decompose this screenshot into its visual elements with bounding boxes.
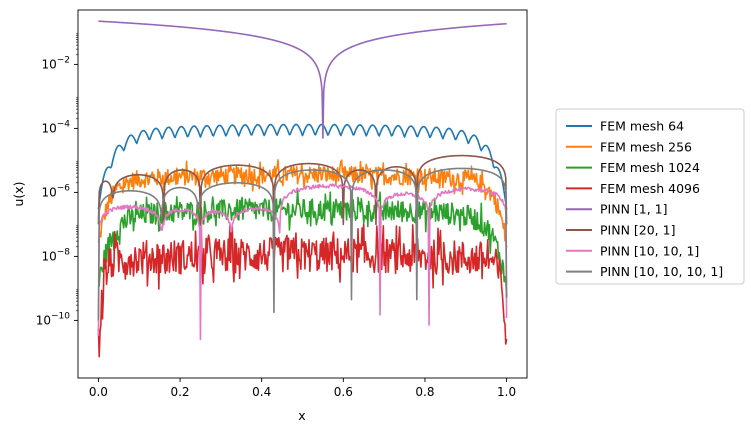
y-tick-label: 10−10 bbox=[36, 311, 71, 327]
series-line bbox=[97, 154, 508, 226]
series-line bbox=[97, 223, 508, 358]
legend-label: FEM mesh 256 bbox=[600, 139, 692, 154]
x-tick-label: 0.8 bbox=[415, 385, 434, 399]
y-tick-label: 10−4 bbox=[41, 119, 70, 135]
legend: FEM mesh 64 FEM mesh 256 FEM mesh 1024 FEM … bbox=[555, 108, 745, 285]
series-line bbox=[97, 159, 508, 248]
series-line bbox=[97, 123, 508, 210]
legend-label: PINN [10, 10, 1] bbox=[600, 243, 699, 258]
y-tick-label: 10−2 bbox=[41, 55, 70, 71]
plot-frame bbox=[77, 9, 528, 379]
legend-frame bbox=[555, 108, 745, 285]
legend-label: FEM mesh 1024 bbox=[600, 160, 700, 175]
legend-label: FEM mesh 4096 bbox=[600, 181, 700, 196]
x-axis: 0.0 0.2 0.4 0.6 0.8 1.0 bbox=[89, 378, 516, 399]
series-line bbox=[98, 20, 507, 139]
series-line bbox=[98, 189, 508, 297]
y-axis-title: u(x) bbox=[11, 181, 26, 206]
y-tick-label: 10−8 bbox=[41, 247, 70, 263]
y-axis: 10−10 10−8 10−6 10−4 10−2 bbox=[36, 33, 78, 327]
x-axis-title: x bbox=[298, 408, 305, 423]
legend-label: PINN [10, 10, 10, 1] bbox=[600, 264, 723, 279]
series-line bbox=[97, 183, 508, 341]
x-tick-label: 1.0 bbox=[497, 385, 516, 399]
x-tick-label: 0.4 bbox=[252, 385, 271, 399]
y-tick-label: 10−6 bbox=[41, 183, 70, 199]
x-tick-label: 0.6 bbox=[334, 385, 353, 399]
legend-label: PINN [1, 1] bbox=[600, 202, 668, 217]
legend-label: FEM mesh 64 bbox=[600, 119, 684, 134]
series-layer bbox=[97, 20, 508, 358]
x-tick-label: 0.2 bbox=[170, 385, 189, 399]
x-tick-label: 0.0 bbox=[89, 385, 108, 399]
legend-label: PINN [20, 1] bbox=[600, 223, 675, 238]
series-line bbox=[97, 167, 508, 321]
